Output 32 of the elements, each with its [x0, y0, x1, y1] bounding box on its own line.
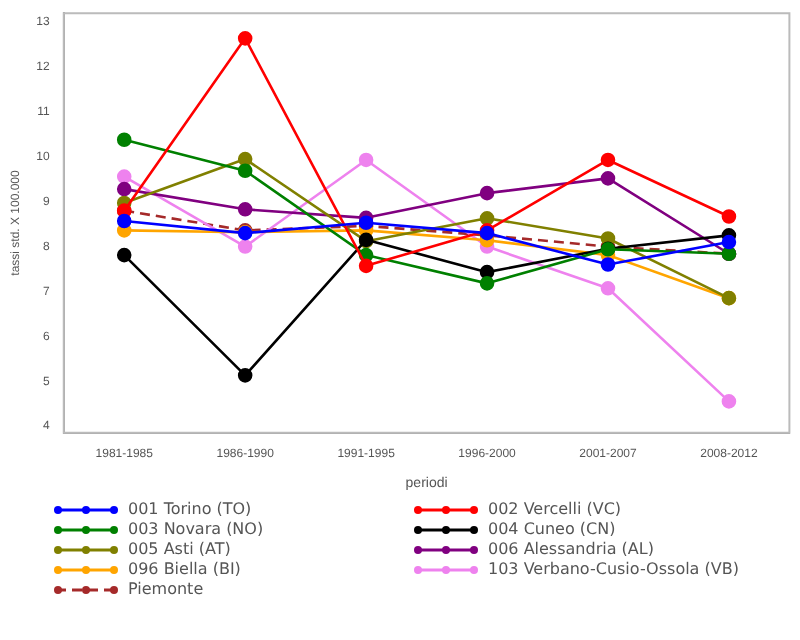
point: [116, 169, 132, 184]
legend-label: 003 Novara (NO): [128, 520, 264, 538]
legend-label: 096 Biella (BI): [128, 560, 241, 578]
point: [237, 239, 253, 254]
point: [600, 257, 616, 272]
point: [237, 31, 253, 46]
legend-label: 002 Vercelli (VC): [488, 500, 622, 518]
legend-label: Piemonte: [128, 580, 204, 598]
point: [116, 132, 132, 148]
point: [600, 281, 616, 296]
point: [358, 152, 374, 168]
point: [237, 202, 253, 217]
legend-label: 001 Torino (TO): [128, 500, 252, 518]
legend-label: 004 Cuneo (CN): [488, 520, 616, 538]
point: [721, 234, 737, 250]
point: [479, 276, 495, 291]
point: [721, 209, 737, 224]
point: [116, 213, 132, 229]
point: [237, 163, 253, 179]
point: [600, 152, 616, 168]
point: [358, 258, 374, 274]
point: [721, 394, 737, 409]
point: [479, 185, 495, 201]
legend-label: 005 Asti (AT): [128, 540, 231, 558]
legend-label: 103 Verbano-Cusio-Ossola (VB): [488, 560, 739, 578]
legend-label: 006 Alessandria (AL): [488, 540, 654, 558]
point: [237, 368, 253, 383]
point: [116, 247, 132, 263]
point: [116, 181, 132, 197]
point: [479, 210, 495, 226]
point: [237, 151, 253, 167]
point: [600, 171, 616, 186]
